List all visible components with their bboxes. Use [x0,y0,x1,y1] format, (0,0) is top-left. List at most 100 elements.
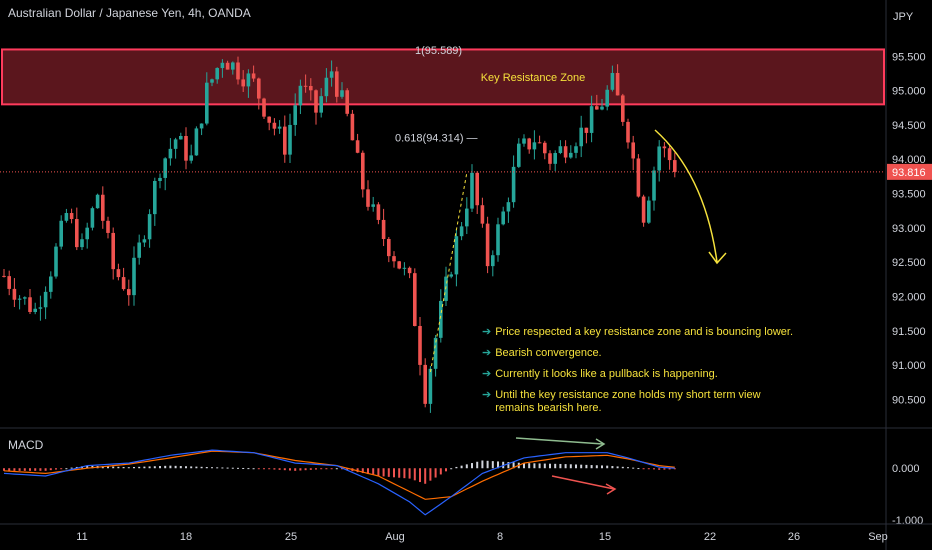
candle-body [12,288,17,300]
candle-body [667,148,672,161]
candle-body [2,275,6,277]
macd-histogram-bar [117,466,120,469]
x-tick-label: 8 [497,531,503,543]
macd-histogram-bar [257,468,260,470]
macd-histogram-bar [315,468,317,470]
macd-histogram-bar [174,465,177,469]
macd-histogram-bar [491,461,494,469]
candle-body [153,180,157,215]
candle-body [543,142,547,154]
macd-tick-label: 0.000 [892,463,920,475]
macd-histogram-bar [554,463,557,469]
candle-body [272,122,277,129]
candle-body [121,277,126,290]
candle-body [517,143,521,167]
y-tick-label: 93.500 [892,189,926,201]
candle-body [392,256,396,262]
macd-histogram-bar [86,465,89,469]
macd-histogram-bar [387,468,390,477]
candle-body [345,90,349,114]
candle-body [350,113,355,141]
candle-body [423,364,427,404]
candle-body [168,148,173,159]
macd-histogram-bar [133,467,135,469]
candle-body [241,79,245,87]
y-tick-label: 93.000 [892,223,926,235]
x-tick-label: 11 [76,531,87,543]
candle-body [584,127,589,133]
candle-body [511,166,516,203]
candle-body [491,255,495,267]
annotation-item: ➔ Bearish convergence. [482,347,602,359]
y-tick-label: 92.000 [892,291,926,303]
candle-body [641,196,646,223]
candle-body [231,62,235,70]
x-tick-label: 18 [180,531,192,543]
x-tick-label: 26 [788,531,800,543]
candle-body [127,289,131,296]
candle-body [501,211,505,225]
candle-body [589,106,594,133]
candle-body [579,127,583,147]
macd-histogram-bar [107,466,109,469]
macd-histogram-bar [330,468,333,470]
macd-histogram-bar [575,464,577,469]
candle-body [59,220,63,247]
macd-histogram-bar [439,468,442,475]
macd-histogram-bar [211,467,213,469]
candle-body [621,95,625,122]
macd-histogram-bar [356,468,359,473]
macd-histogram-bar [616,466,619,469]
macd-green-arrow [515,437,604,445]
macd-histogram-bar [512,462,515,469]
macd-histogram-bar [465,464,468,469]
candle-body [355,140,360,153]
candle-body [277,126,282,129]
macd-green-arrowhead-icon [595,438,606,450]
macd-histogram-bar [564,464,567,469]
candle-body [569,152,573,158]
macd-histogram-bar [611,466,614,469]
macd-histogram-bar [13,468,16,471]
macd-histogram-bar [367,468,369,475]
candle-body [7,276,11,289]
macd-histogram-bar [39,468,42,471]
macd-histogram-bar [153,466,156,469]
candle-body [288,124,292,155]
macd-histogram-bar [481,460,484,469]
macd-histogram-bar [523,463,525,469]
candle-body [595,106,599,110]
macd-histogram-bar [382,468,385,477]
macd-histogram-bar [29,468,31,471]
macd-histogram-bar [595,465,598,469]
macd-histogram-bar [200,466,203,469]
candle-body [220,62,225,69]
candle-body [361,152,365,190]
candle-body [553,152,557,164]
macd-histogram-bar [673,468,676,470]
macd-histogram-bar [434,468,437,478]
candle-body [293,105,297,125]
macd-histogram-bar [606,465,609,469]
x-tick-label: Aug [385,531,405,543]
candle-body [335,71,339,97]
macd-histogram-bar [289,468,291,471]
macd-histogram-bar [549,463,551,469]
candle-body [251,73,256,79]
macd-histogram-bar [533,463,536,469]
candle-body [210,79,214,83]
macd-histogram-bar [361,468,364,474]
candle-body [387,239,391,257]
macd-histogram-bar [663,468,666,470]
candle-body [397,261,401,269]
macd-histogram-bar [231,467,234,469]
candle-body [257,78,261,99]
macd-histogram-bar [237,467,239,469]
trend-dashed-line [429,172,468,373]
macd-histogram-bar [169,465,172,469]
macd-histogram-bar [341,468,343,470]
arrow-right-icon: ➔ [482,326,492,338]
y-tick-label: 94.500 [892,120,926,132]
candle-body [28,297,32,312]
